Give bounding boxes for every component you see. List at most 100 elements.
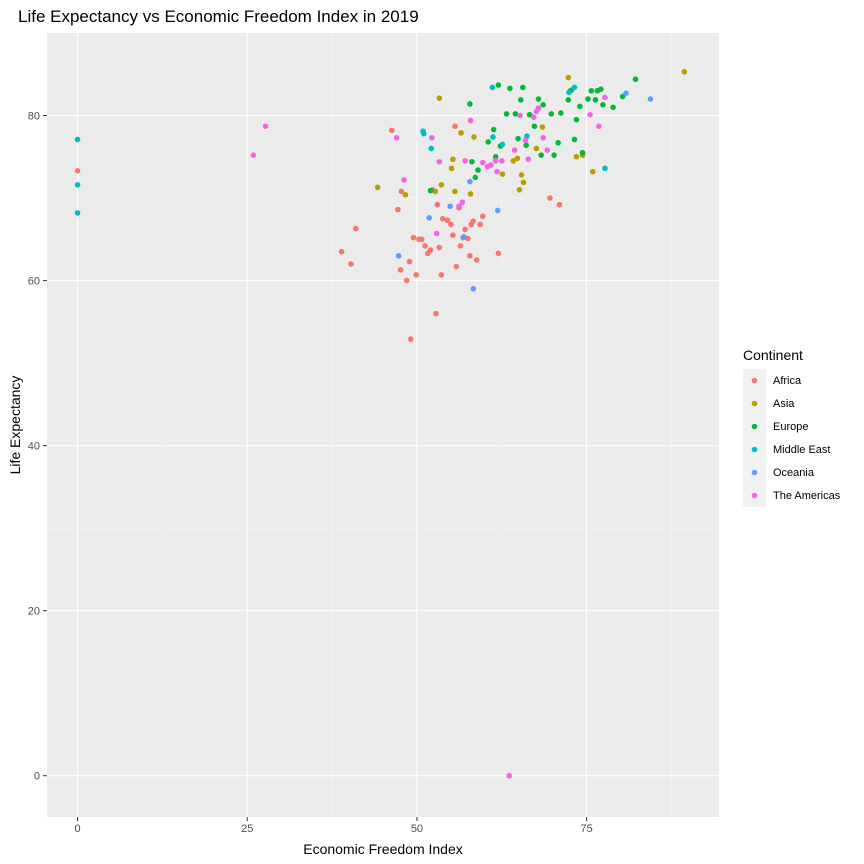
data-point [589,168,596,175]
data-point [479,213,486,220]
data-point [485,139,492,145]
data-point [467,253,473,259]
data-point [433,310,439,317]
data-point [434,201,441,208]
data-point [565,74,572,81]
data-point [433,230,440,237]
data-point [374,184,381,191]
data-point [429,135,435,141]
x-tick-label: 75 [581,823,593,835]
plot-panel [47,33,719,817]
data-point [395,206,401,213]
data-point [250,152,257,158]
x-tick-label: 25 [241,823,253,835]
legend-label: Oceania [773,467,815,479]
data-point [596,123,602,130]
data-point [422,243,428,249]
x-axis-title: Economic Freedom Index [303,841,463,857]
data-point [520,84,526,91]
data-point [458,130,464,136]
series-the-americas [250,94,608,779]
data-point [479,159,486,166]
data-point [471,134,477,140]
data-point [408,336,414,342]
data-point [475,167,481,173]
data-point [602,94,608,101]
y-tick-label: 60 [28,276,40,288]
data-point [457,243,464,249]
data-point [512,111,519,117]
legend-marker [751,446,758,453]
data-point [565,97,572,103]
data-point [462,226,468,233]
data-point [74,210,81,216]
data-point [588,87,595,94]
chart-title: Life Expectancy vs Economic Freedom Inde… [18,7,419,26]
legend: Continent Africa Asia Europe Middle East Oce… [743,347,841,507]
data-point [531,123,538,130]
legend-marker [751,469,758,476]
legend-label: Asia [773,398,795,410]
data-point [587,111,593,118]
data-point [469,158,475,165]
data-point [503,111,510,117]
legend-marker [751,423,758,430]
data-point [494,207,501,214]
data-point [427,187,434,194]
data-point [436,158,443,165]
legend-label: Africa [773,375,802,387]
data-point [592,97,599,103]
grid-lines [47,33,719,817]
data-point [494,168,500,175]
data-point [410,234,417,241]
data-point [467,178,473,185]
data-point [428,145,434,152]
data-point [544,147,551,153]
data-point [74,136,81,143]
y-tick-label: 20 [28,606,40,618]
data-point [473,257,480,263]
data-point [539,124,546,130]
data-point [338,248,345,255]
data-point [495,82,502,88]
data-point [556,201,563,208]
legend-label: The Americas [773,490,841,502]
data-point [470,218,477,224]
data-point [74,168,81,174]
data-point [426,215,432,221]
data-point [467,191,474,197]
data-point [401,177,407,183]
data-point [507,85,513,92]
data-point [452,123,458,130]
data-point [571,136,578,143]
data-point [262,123,269,130]
data-point [647,96,654,102]
data-point [403,277,410,284]
legend-title: Continent [743,347,803,363]
data-point [488,162,494,168]
data-point [511,147,518,153]
data-point [389,127,395,134]
data-point [459,199,466,205]
data-point [499,171,506,177]
data-points [74,68,688,779]
data-point [432,188,439,195]
data-point [492,158,499,164]
y-tick-label: 0 [34,771,40,783]
data-point [510,158,517,164]
data-point [522,137,529,144]
data-point [499,141,506,148]
legend-label: Europe [773,421,808,433]
data-point [427,247,434,253]
data-point [448,165,455,172]
data-point [540,101,546,108]
data-point [517,97,524,103]
data-point [535,96,542,102]
legend-marker [751,492,758,499]
y-tick-label: 80 [28,111,40,123]
data-point [489,84,496,91]
data-point [353,225,359,232]
data-point [462,158,468,164]
data-point [571,84,578,91]
